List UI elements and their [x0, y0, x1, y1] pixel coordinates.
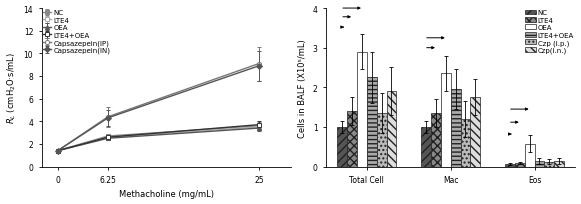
- Bar: [515, 163, 525, 167]
- X-axis label: Methacholine (mg/mL): Methacholine (mg/mL): [119, 190, 214, 198]
- Bar: [367, 78, 376, 167]
- Y-axis label: $R_L$ (cmH$_2$O·s/mL): $R_L$ (cmH$_2$O·s/mL): [6, 52, 18, 124]
- Bar: [441, 74, 451, 167]
- Bar: [525, 144, 535, 167]
- Bar: [461, 119, 471, 167]
- Bar: [471, 98, 480, 167]
- Bar: [431, 113, 441, 167]
- Y-axis label: Cells in BALF (X10⁵/mL): Cells in BALF (X10⁵/mL): [298, 39, 307, 137]
- Bar: [337, 127, 347, 167]
- Bar: [386, 92, 396, 167]
- Bar: [535, 161, 544, 167]
- Bar: [347, 112, 357, 167]
- Bar: [376, 113, 386, 167]
- Legend: NC, LTE4, OEA, LTE4+OEA, Capsazepein(IP), Capsazepein(IN): NC, LTE4, OEA, LTE4+OEA, Capsazepein(IP)…: [42, 10, 111, 55]
- Bar: [357, 52, 367, 167]
- Bar: [451, 90, 461, 167]
- Bar: [544, 162, 554, 167]
- Bar: [505, 164, 515, 167]
- Legend: NC, LTE4, OEA, LTE4+OEA, Czp (i.p.), Czp(i.n.): NC, LTE4, OEA, LTE4+OEA, Czp (i.p.), Czp…: [525, 10, 575, 55]
- Bar: [421, 127, 431, 167]
- Bar: [554, 161, 564, 167]
